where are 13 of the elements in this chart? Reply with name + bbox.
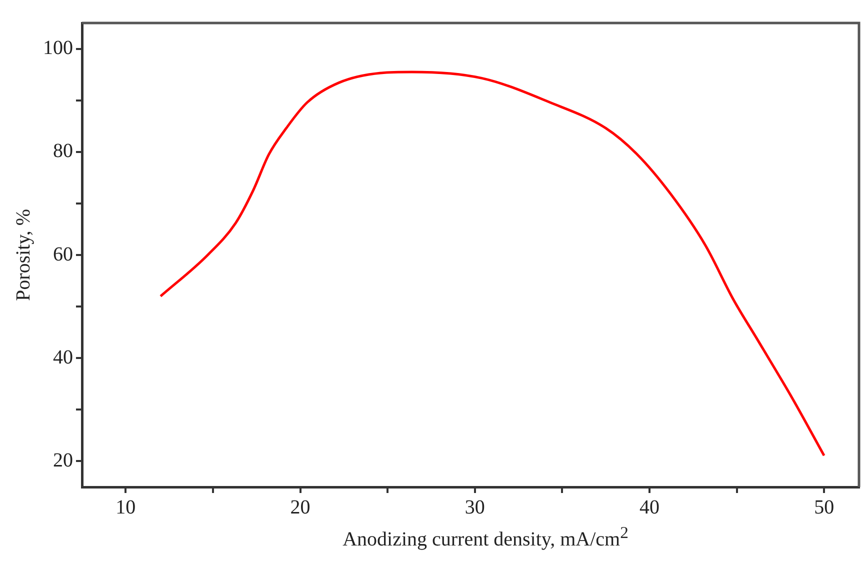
- x-tick-label: 30: [464, 496, 485, 518]
- y-axis-title: Porosity, %: [12, 208, 34, 302]
- line-series: [159, 70, 826, 457]
- x-tick-label: 20: [290, 496, 310, 518]
- x-tick-label: 40: [639, 496, 660, 518]
- y-tick-label: 100: [43, 37, 73, 60]
- y-tick-label: 80: [53, 140, 73, 162]
- x-tick-label: 50: [814, 496, 834, 518]
- y-tick-label: 20: [53, 449, 73, 472]
- x-tick-label: 10: [116, 496, 136, 518]
- x-axis-title: Anodizing current density, mA/cm$^{2}$: [342, 523, 630, 552]
- y-tick-label: 60: [53, 243, 73, 266]
- y-tick-label: 40: [53, 346, 73, 368]
